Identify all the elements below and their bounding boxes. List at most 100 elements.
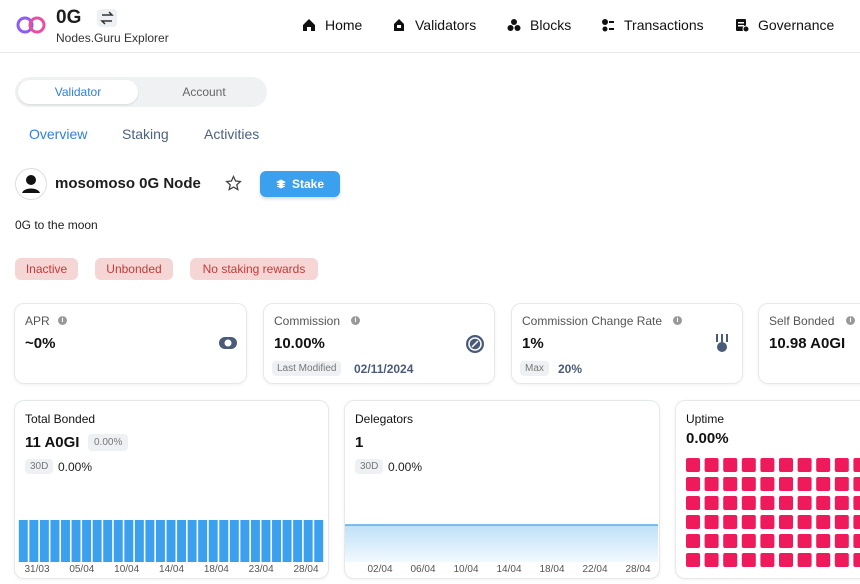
tab-overview[interactable]: Overview [29,126,88,142]
card-label: Total Bonded [25,412,96,426]
tab-activities[interactable]: Activities [204,126,260,142]
info-icon: i [673,316,682,325]
x-tick-label: 06/04 [410,564,436,575]
uptime-block [816,496,831,510]
stake-icon [276,179,286,189]
uptime-block [741,534,756,548]
bar [18,520,28,562]
info-icon: i [58,316,67,325]
transactions-icon [602,19,614,32]
home-icon [303,19,315,31]
stake-button[interactable]: Stake [260,171,340,197]
uptime-block [816,534,831,548]
uptime-block [723,515,738,529]
uptime-block [704,458,719,472]
uptime-block [853,477,860,491]
stake-label[interactable]: Stake [292,177,325,191]
uptime-block [797,458,812,472]
uptime-block [779,534,793,548]
toggle-account[interactable]: Account [182,85,226,99]
uptime-block [686,553,700,567]
uptime-block [741,477,756,491]
uptime-block [704,553,719,567]
card-value: 1% [522,335,544,352]
uptime-block [816,553,831,567]
bar [39,520,49,562]
uptime-block [704,534,719,548]
uptime-block [704,496,719,510]
uptime-block [741,496,756,510]
card-label: APR [25,314,50,328]
x-tick-label: 18/04 [539,564,565,575]
nav-validators[interactable]: Validators [415,17,477,33]
x-tick-label: 18/04 [203,564,229,575]
uptime-block [779,458,793,472]
period-change: 0.00% [58,460,93,474]
info-icon: i [846,316,855,325]
uptime-block [779,553,793,567]
x-tick-label: 10/04 [114,564,140,575]
uptime-block [760,534,775,548]
bar [50,520,60,562]
uptime-block [760,477,775,491]
uptime-block [853,534,860,548]
header-divider [0,52,860,53]
bonded-chart [18,520,324,562]
blocks-icon [507,19,521,31]
badge-inactive: Inactive [15,258,78,280]
uptime-block [704,515,719,529]
card-label: Commission Change Rate [522,314,663,328]
uptime-block [834,458,849,472]
card-label: Self Bonded [769,314,835,328]
validators-icon [394,19,404,31]
badge-no-rewards: No staking rewards [190,258,318,280]
bar [145,520,155,562]
uptime-block [760,553,775,567]
swap-button[interactable] [96,8,118,28]
uptime-block [853,496,860,510]
bar [113,520,123,562]
nav-home[interactable]: Home [325,17,363,33]
uptime-block [779,477,793,491]
avatar [15,168,47,200]
bar [208,520,218,562]
x-tick-label: 28/04 [293,564,319,575]
favorite-star[interactable] [225,175,242,192]
uptime-block [760,458,775,472]
uptime-block [797,477,812,491]
bar [198,520,208,562]
card-label: Uptime [686,412,725,426]
card-value: 1 [355,434,364,451]
bar [166,520,176,562]
uptime-block [853,515,860,529]
uptime-block [834,553,849,567]
uptime-block [741,458,756,472]
uptime-block [779,496,793,510]
bar [29,520,39,562]
uptime-block [723,496,738,510]
uptime-block [760,515,775,529]
bar [177,520,187,562]
uptime-block [741,553,756,567]
bar [261,520,271,562]
area [345,525,658,562]
bar [103,520,113,562]
nav-blocks[interactable]: Blocks [530,17,572,33]
card-value: 10.98 A0GI [769,335,846,352]
nav-governance[interactable]: Governance [758,17,835,33]
uptime-block [704,477,719,491]
delegators-chart [345,524,658,562]
toggle-validator[interactable]: Validator [18,80,138,104]
bar [293,520,303,562]
description: 0G to the moon [15,218,98,232]
logo-text: 0G [56,7,82,28]
uptime-block [816,515,831,529]
uptime-block [723,553,738,567]
nav-transactions[interactable]: Transactions [624,17,704,33]
uptime-block [834,496,849,510]
tab-staking[interactable]: Staking [122,126,169,142]
x-tick-label: 28/04 [625,564,651,575]
x-tick-label: 05/04 [69,564,95,575]
uptime-block [797,496,812,510]
uptime-block [797,553,812,567]
